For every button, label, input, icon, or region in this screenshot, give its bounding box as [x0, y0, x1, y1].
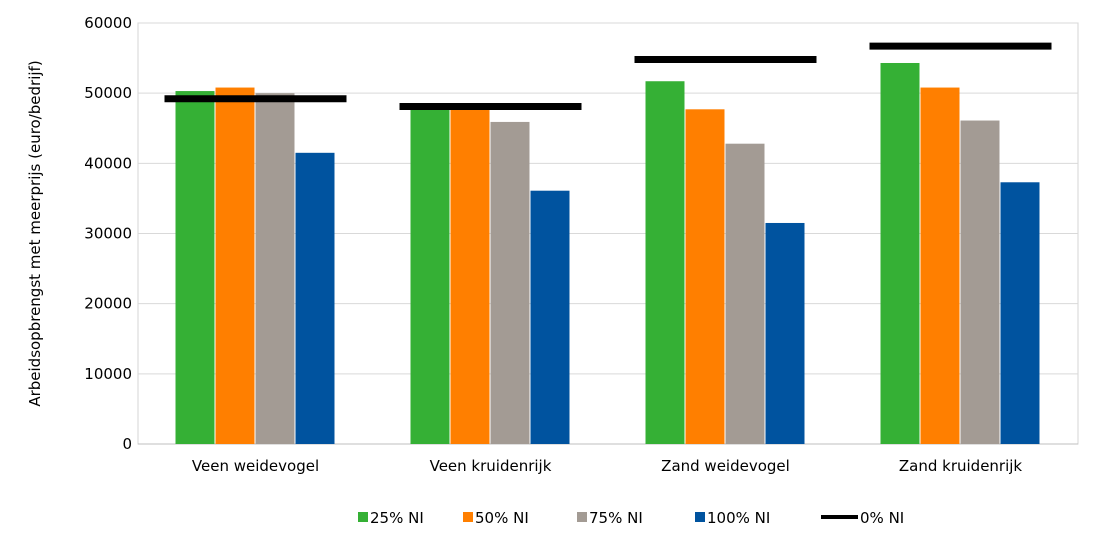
legend-swatch	[695, 512, 705, 522]
bars	[175, 62, 1040, 445]
legend-label: 0% NI	[860, 509, 904, 527]
x-category-label: Veen kruidenrijk	[430, 457, 552, 475]
bar	[920, 87, 960, 444]
bar	[255, 93, 295, 445]
bar	[175, 91, 215, 444]
legend-label: 50% NI	[475, 509, 529, 527]
legend-swatch	[463, 512, 473, 522]
legend-swatch	[577, 512, 587, 522]
y-axis-ticks: 0 10000 20000 30000 40000 50000 60000	[84, 14, 132, 453]
x-axis-categories: Veen weidevogel Veen kruidenrijk Zand weid…	[192, 457, 1023, 475]
y-tick-label: 0	[122, 435, 132, 453]
x-category-label: Zand kruidenrijk	[899, 457, 1023, 475]
y-axis-label: Arbeidsopbrengst met meerprijs (euro/bed…	[26, 60, 44, 406]
legend-label: 75% NI	[589, 509, 643, 527]
bar	[685, 109, 725, 445]
bar	[215, 87, 255, 444]
x-category-label: Veen weidevogel	[192, 457, 319, 475]
legend-label: 25% NI	[370, 509, 424, 527]
bar	[295, 152, 335, 444]
y-tick-label: 40000	[84, 154, 132, 172]
y-tick-label: 30000	[84, 225, 132, 243]
bar	[645, 81, 685, 444]
y-tick-label: 20000	[84, 295, 132, 313]
bar	[1000, 182, 1040, 445]
legend-label: 100% NI	[707, 509, 770, 527]
y-tick-label: 60000	[84, 14, 132, 32]
x-category-label: Zand weidevogel	[661, 457, 790, 475]
legend: 25% NI 50% NI 75% NI 100% NI 0% NI	[358, 509, 904, 527]
bar	[765, 222, 805, 444]
bar	[880, 62, 920, 445]
bar	[490, 121, 530, 444]
bar	[450, 107, 490, 444]
bar	[960, 120, 1000, 444]
y-tick-label: 10000	[84, 365, 132, 383]
bar	[410, 107, 450, 444]
legend-swatch	[358, 512, 368, 522]
bar	[530, 190, 570, 444]
bar	[725, 143, 765, 445]
reference-lines	[164, 42, 1052, 110]
y-tick-label: 50000	[84, 84, 132, 102]
